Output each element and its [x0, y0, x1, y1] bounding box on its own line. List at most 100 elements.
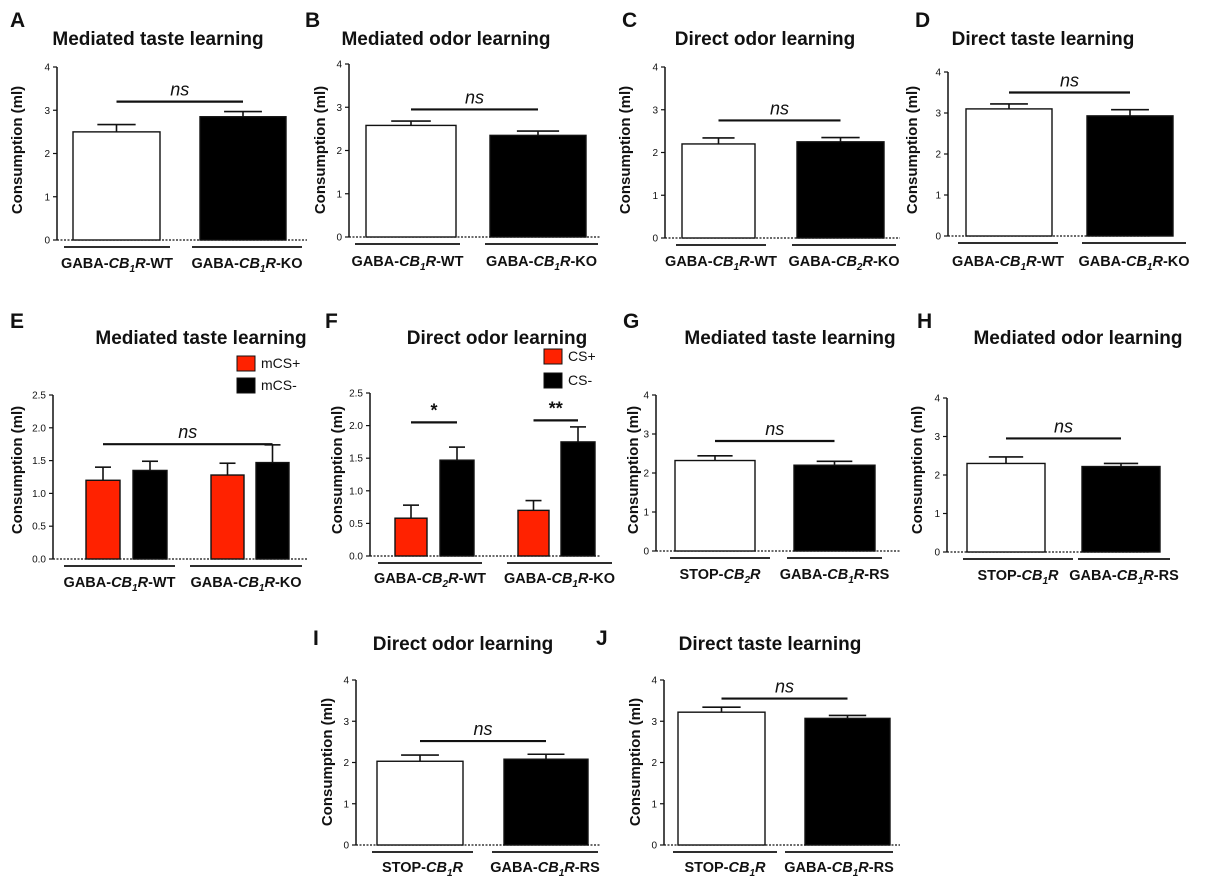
panel-title: Mediated taste learning	[684, 328, 895, 349]
x-category-label: STOP-CB1R	[684, 860, 766, 879]
y-axis-label: Consumption (ml)	[909, 406, 926, 534]
panel-a: A Mediated taste learning Consumption (ml)…	[9, 9, 307, 275]
x-category-label: GABA-CB1R-WT	[352, 254, 464, 273]
significance-label: ns	[473, 719, 492, 739]
y-tick-label: 4	[336, 60, 342, 71]
y-tick-label: 2	[336, 146, 342, 157]
legend-label: mCS+	[261, 355, 300, 371]
panel-letter: I	[313, 627, 319, 650]
y-tick-label: 0	[44, 236, 50, 247]
y-tick-label: 0	[336, 233, 342, 244]
bar-gaba-cb1r-rs	[793, 464, 876, 552]
x-category-label: GABA-CB1R-WT	[64, 575, 176, 594]
y-tick-label: 0	[935, 232, 941, 243]
y-tick-label: 3	[934, 432, 940, 443]
panel-title: Mediated taste learning	[52, 29, 263, 50]
y-tick-label: 1	[643, 508, 649, 519]
x-category-label: STOP-CB1R	[382, 860, 464, 879]
panel-title: Mediated taste learning	[95, 328, 306, 349]
y-tick-label: 2	[343, 758, 349, 769]
panel-letter: F	[325, 310, 338, 333]
y-tick-label: 0.5	[32, 522, 46, 533]
bar-gaba-cb1r-rs	[804, 717, 891, 846]
significance-label: *	[430, 400, 437, 420]
legend-swatch	[236, 355, 256, 372]
significance-label: ns	[770, 98, 789, 118]
significance-label: ns	[170, 80, 189, 100]
y-tick-label: 4	[935, 68, 941, 79]
panel-e: E Mediated taste learning Consumption (ml)…	[9, 310, 307, 594]
bar-gaba-cb1r-wt	[965, 108, 1053, 237]
bar-gaba-cb1r-ko	[1086, 115, 1174, 237]
panel-letter: G	[623, 310, 639, 333]
y-axis-label: Consumption (ml)	[9, 86, 26, 214]
y-tick-label: 0	[934, 548, 940, 559]
y-tick-label: 0	[643, 547, 649, 558]
x-category-label: GABA-CB1R-WT	[61, 256, 173, 275]
legend-label: CS+	[568, 348, 596, 364]
legend-label: mCS-	[261, 377, 297, 393]
y-axis-label: Consumption (ml)	[312, 86, 329, 214]
x-category-label: GABA-CB1R-KO	[191, 256, 302, 275]
y-tick-label: 1.5	[32, 456, 46, 467]
bar-gaba-cb1r-rs	[503, 758, 589, 846]
bar-gaba-cb1r-wt	[681, 143, 756, 239]
x-category-label: GABA-CB1R-KO	[190, 575, 301, 594]
x-category-label: STOP-CB1R	[977, 568, 1059, 587]
legend-swatch	[236, 377, 256, 394]
y-axis-label: Consumption (ml)	[625, 406, 642, 534]
y-tick-label: 3	[652, 105, 658, 116]
significance-label: ns	[1054, 416, 1073, 436]
bar-gaba-cb1r-ko	[199, 116, 287, 241]
significance-label: ns	[775, 677, 794, 697]
x-category-label: GABA-CB1R-RS	[784, 860, 894, 879]
y-axis-label: Consumption (ml)	[904, 86, 921, 214]
panel-title: Direct odor learning	[675, 29, 856, 50]
panel-letter: D	[915, 9, 930, 32]
y-axis-label: Consumption (ml)	[9, 406, 26, 534]
y-tick-label: 1	[651, 799, 657, 810]
y-tick-label: 2	[652, 148, 658, 159]
y-tick-label: 2.5	[349, 389, 363, 400]
x-category-label: GABA-CB2R-WT	[374, 571, 486, 590]
x-category-label: GABA-CB2R-KO	[788, 254, 899, 273]
panel-letter: E	[10, 310, 24, 333]
y-tick-label: 2.0	[349, 421, 363, 432]
x-category-label: STOP-CB2R	[679, 567, 761, 586]
x-category-label: GABA-CB1R-RS	[490, 860, 600, 879]
bar-cs-	[560, 441, 596, 557]
y-tick-label: 3	[643, 430, 649, 441]
y-tick-label: 2	[935, 150, 941, 161]
significance-label: ns	[465, 87, 484, 107]
y-tick-label: 2.5	[32, 391, 46, 402]
panel-letter: B	[305, 9, 320, 32]
panel-letter: H	[917, 310, 932, 333]
y-tick-label: 4	[44, 63, 50, 74]
y-tick-label: 1	[44, 192, 50, 203]
panel-c: C Direct odor learning Consumption (ml) 0 1 2…	[617, 9, 900, 273]
panel-title: Direct odor learning	[407, 328, 588, 349]
panel-g: G Mediated taste learning Consumption (ml)…	[623, 310, 900, 586]
panel-f: F Direct odor learning Consumption (ml) 0.0…	[325, 310, 615, 590]
y-tick-label: 0.0	[32, 555, 46, 566]
x-category-label: GABA-CB1R-KO	[486, 254, 597, 273]
y-tick-label: 2	[651, 758, 657, 769]
y-tick-label: 2	[44, 149, 50, 160]
panel-title: Mediated odor learning	[341, 29, 550, 50]
y-tick-label: 1	[935, 191, 941, 202]
bar-stop-cb1r	[677, 711, 766, 846]
significance-label: ns	[1060, 71, 1079, 91]
y-tick-label: 0	[651, 841, 657, 852]
bar-stop-cb1r	[966, 462, 1046, 553]
panel-i: I Direct odor learning Consumption (ml) 0 1 2…	[313, 627, 600, 879]
y-tick-label: 1.0	[32, 489, 46, 500]
significance-label: ns	[178, 422, 197, 442]
y-tick-label: 0.0	[349, 552, 363, 563]
bar-gaba-cb1r-ko	[489, 134, 587, 238]
bar-stop-cb1r	[376, 760, 464, 846]
panel-title: Direct odor learning	[373, 634, 554, 655]
panel-title: Direct taste learning	[952, 29, 1135, 50]
y-tick-label: 4	[651, 676, 657, 687]
y-tick-label: 1	[934, 509, 940, 520]
